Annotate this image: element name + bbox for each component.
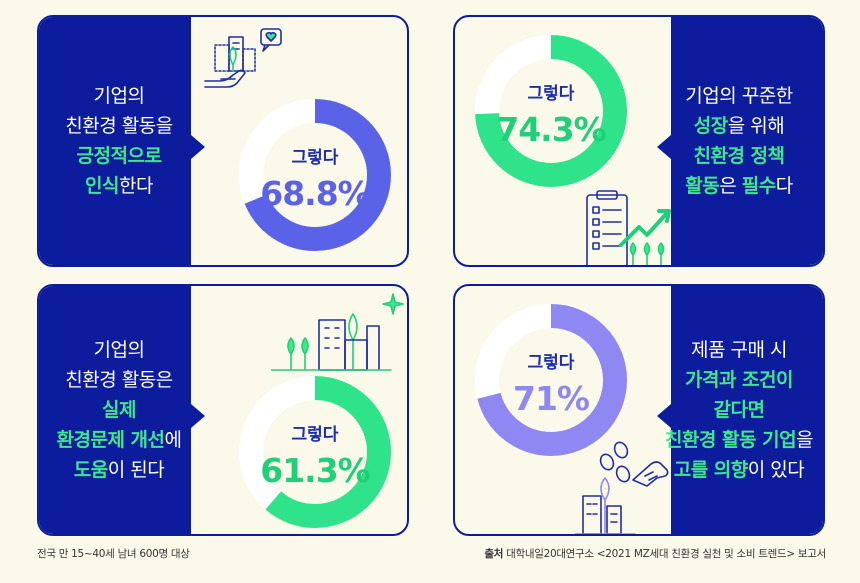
statement-text: 은 (719, 175, 742, 197)
donut-center-label: 그렇다 68.8% (235, 143, 395, 213)
donut-value-arc (239, 376, 391, 528)
statement-line: 활동은 필수다 (685, 171, 793, 201)
statement-text: 기업의 (93, 85, 145, 107)
green-buildings-icon (270, 290, 407, 376)
statement-text: 한다 (119, 175, 153, 197)
donut-svg (475, 304, 627, 456)
pointer-arrow (191, 135, 205, 159)
pointer-arrow (191, 404, 205, 428)
statement-line: 긍정적으로 (77, 141, 162, 171)
statement-text: 에 (164, 429, 182, 451)
statement-line: 가격과 조건이 (685, 365, 794, 395)
highlight-text: 실제 (102, 399, 136, 421)
statement-line: 친환경 활동을 (65, 111, 173, 141)
highlight-text: 환경문제 개선 (56, 429, 166, 451)
statement-text: 을 위해 (727, 115, 785, 137)
statement-line: 도움이 된다 (73, 455, 165, 485)
statement-line: 고를 의향이 있다 (674, 455, 805, 485)
percentage-value: 68.8% (260, 174, 371, 213)
statement-line: 기업의 (94, 81, 145, 111)
highlight-text: 활동 (685, 175, 720, 197)
statement-text: 다 (775, 175, 793, 197)
statement-text: 기업의 (93, 339, 145, 361)
checklist-growth-icon (583, 185, 675, 265)
highlight-text: 고를 의향 (673, 459, 749, 481)
highlight-text: 친환경 활동 기업 (664, 429, 797, 451)
answer-label: 그렇다 (527, 353, 575, 373)
card-text-panel (39, 17, 191, 265)
source-label: 출처 (484, 548, 504, 560)
statement-text: 을 (796, 429, 814, 451)
percentage-value: 74.3% (496, 110, 607, 149)
highlight-text: 긍정적으로 (76, 145, 162, 167)
donut-chart: 그렇다 61.3% (235, 372, 395, 532)
statement-text: 기업의 꾸준한 (685, 85, 793, 107)
donut-svg (475, 35, 627, 187)
statement-line: 친환경 활동은 (65, 365, 173, 395)
highlight-text: 가격과 조건이 (685, 369, 794, 391)
highlight-text: 같다면 (713, 399, 765, 421)
card-text-panel (39, 286, 191, 534)
card-text-panel (671, 286, 823, 534)
statement-text: 친환경 활동을 (65, 115, 173, 137)
highlight-text: 도움 (73, 459, 108, 481)
statement-text: 제품 구매 시 (691, 339, 787, 361)
donut-value-arc (239, 99, 391, 251)
donut-value-arc (475, 35, 627, 187)
card-environment-help: 기업의 친환경 활동은 실제 환경문제 개선에 도움이 된다 그렇다 61.3% (37, 284, 409, 536)
statement-line: 기업의 (94, 335, 145, 365)
highlight-text: 인식 (85, 175, 119, 197)
percentage-value: 71% (513, 379, 590, 418)
footer-source: 출처 대학내일20대연구소 <2021 MZ세대 친환경 실천 및 소비 트렌드… (484, 546, 826, 561)
statement-line: 친환경 정책 (693, 141, 785, 171)
statement-line: 실제 (102, 395, 136, 425)
percentage-value: 61.3% (260, 451, 371, 490)
statement-line: 성장을 위해 (693, 111, 785, 141)
donut-center-label: 그렇다 74.3% (471, 79, 631, 149)
statement-text: 이 있다 (747, 459, 805, 481)
donut-value-arc (475, 304, 627, 456)
statement-line: 기업의 꾸준한 (685, 81, 793, 111)
statement-text: 이 된다 (107, 459, 165, 481)
donut-svg (239, 99, 391, 251)
card-text-panel (671, 17, 823, 265)
statement-line: 같다면 (714, 395, 765, 425)
source-text: 대학내일20대연구소 <2021 MZ세대 친환경 실천 및 소비 트렌드> 보… (506, 548, 826, 560)
answer-label: 그렇다 (291, 148, 339, 168)
card-statement: 기업의 친환경 활동은 실제 환경문제 개선에 도움이 된다 (39, 286, 199, 534)
pointer-arrow (657, 135, 671, 159)
statement-text: 친환경 활동은 (65, 369, 173, 391)
answer-label: 그렇다 (527, 84, 575, 104)
donut-chart: 그렇다 68.8% (235, 95, 395, 255)
statement-line: 친환경 활동 기업을 (664, 425, 814, 455)
statement-line: 환경문제 개선에 (57, 425, 182, 455)
footer-sample-note: 전국 만 15~40세 남녀 600명 대상 (37, 548, 190, 560)
pointer-arrow (657, 404, 671, 428)
answer-label: 그렇다 (291, 425, 339, 445)
coins-hand-icon (574, 440, 675, 534)
highlight-text: 친환경 정책 (693, 145, 785, 167)
hand-city-heart-icon (199, 25, 285, 104)
donut-chart: 그렇다 74.3% (471, 31, 631, 191)
statement-line: 인식한다 (85, 171, 153, 201)
donut-center-label: 그렇다 71% (471, 348, 631, 418)
statement-line: 제품 구매 시 (691, 335, 787, 365)
highlight-text: 성장 (693, 115, 728, 137)
donut-chart: 그렇다 71% (471, 300, 631, 460)
card-statement: 제품 구매 시 가격과 조건이 같다면 친환경 활동 기업을 고를 의향이 있다 (655, 286, 823, 534)
donut-svg (239, 376, 391, 528)
donut-center-label: 그렇다 61.3% (235, 420, 395, 490)
highlight-text: 필수 (741, 175, 776, 197)
card-purchase-intent: 제품 구매 시 가격과 조건이 같다면 친환경 활동 기업을 고를 의향이 있다 그렇다… (453, 284, 825, 536)
